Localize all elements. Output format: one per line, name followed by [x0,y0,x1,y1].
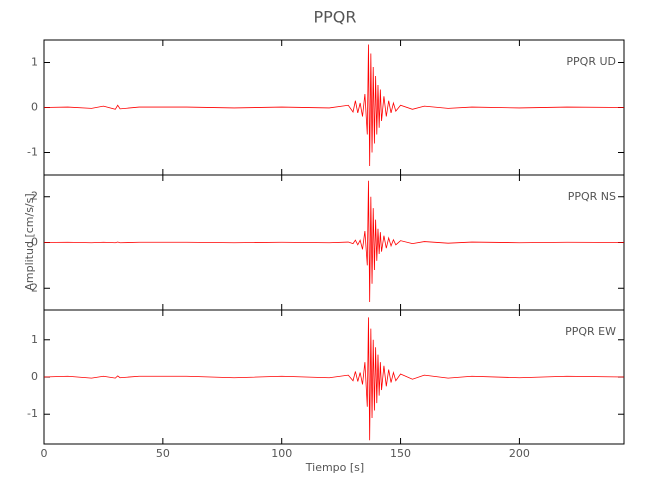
waveform [43,317,625,441]
panel-label: PPQR UD [566,55,616,68]
y-axis-label: Amplitud [cm/s/s] [23,193,36,290]
y-tick-label: -1 [27,407,38,420]
y-tick-label: 0 [31,370,38,383]
x-axis-label: Tiempo [s] [305,461,364,474]
x-tick-label: 100 [271,447,292,460]
x-tick-label: 150 [390,447,411,460]
x-tick-label: 0 [41,447,48,460]
y-tick-label: -2 [27,281,38,294]
y-tick-label: 2 [31,190,38,203]
panel-label: PPQR EW [565,325,616,338]
chart-title: PPQR [313,8,356,27]
x-tick-label: 50 [156,447,170,460]
y-tick-label: 1 [31,56,38,69]
waveform [43,44,625,167]
y-tick-label: 0 [31,236,38,249]
y-tick-label: 0 [31,101,38,114]
y-tick-label: 1 [31,333,38,346]
panel-label: PPQR NS [568,190,616,203]
y-tick-label: -1 [27,146,38,159]
waveform [43,180,625,302]
x-tick-label: 200 [509,447,530,460]
